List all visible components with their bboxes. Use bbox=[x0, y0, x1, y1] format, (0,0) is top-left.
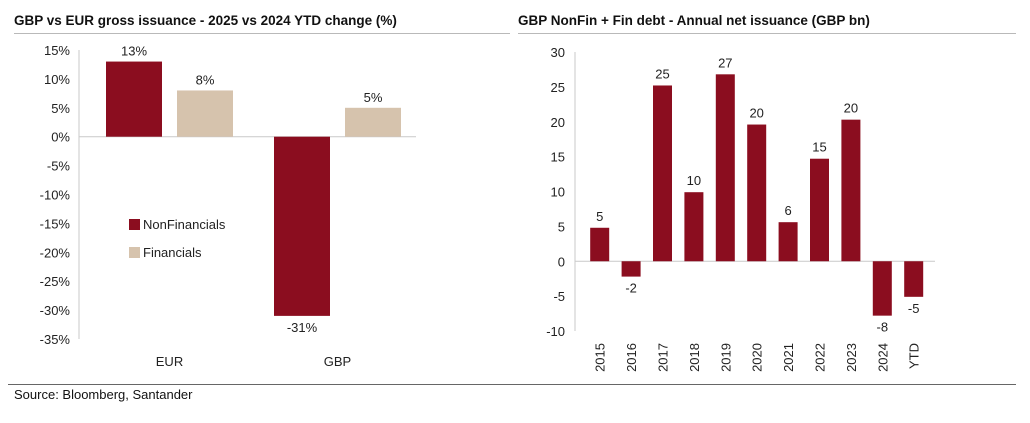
right-bar-2019 bbox=[715, 74, 735, 262]
left-y-tick-label: -30% bbox=[40, 303, 71, 318]
right-x-tick-label: 2016 bbox=[624, 343, 639, 372]
right-bar-2024 bbox=[872, 261, 892, 316]
right-y-tick-label: 25 bbox=[551, 80, 565, 95]
right-data-label: 5 bbox=[596, 209, 603, 224]
right-bar-2015 bbox=[590, 227, 610, 262]
footer-rule bbox=[8, 384, 1016, 385]
left-y-tick-label: 15% bbox=[44, 43, 70, 58]
right-bar-2021 bbox=[778, 222, 798, 262]
left-y-tick-label: -20% bbox=[40, 245, 71, 260]
right-y-tick-label: -5 bbox=[553, 289, 565, 304]
right-x-tick-label: 2024 bbox=[875, 343, 890, 372]
legend-label-financials: Financials bbox=[143, 245, 202, 260]
right-x-tick-label: 2020 bbox=[750, 343, 765, 372]
left-bar-nonfinancials-gbp bbox=[274, 136, 330, 316]
right-bar-2018 bbox=[684, 192, 704, 262]
left-y-tick-label: -5% bbox=[47, 159, 71, 174]
left-y-tick-label: -25% bbox=[40, 274, 71, 289]
right-y-tick-label: 20 bbox=[551, 115, 565, 130]
right-data-label: 25 bbox=[655, 66, 669, 81]
legend-swatch-nonfinancials bbox=[129, 219, 140, 230]
left-y-tick-label: -10% bbox=[40, 188, 71, 203]
left-x-tick-label: EUR bbox=[156, 354, 183, 369]
source-note: Source: Bloomberg, Santander bbox=[14, 387, 193, 402]
right-data-label: 15 bbox=[812, 140, 826, 155]
right-x-tick-label: 2022 bbox=[813, 343, 828, 372]
right-bar-2020 bbox=[747, 124, 767, 262]
left-y-tick-label: -15% bbox=[40, 216, 71, 231]
right-x-tick-label: 2017 bbox=[656, 343, 671, 372]
right-data-label: 6 bbox=[784, 203, 791, 218]
right-y-tick-label: 30 bbox=[551, 45, 565, 60]
right-bar-ytd bbox=[904, 261, 924, 297]
left-bar-financials-eur bbox=[177, 90, 233, 137]
left-bar-financials-gbp bbox=[345, 107, 401, 137]
right-y-tick-label: 5 bbox=[558, 219, 565, 234]
left-y-tick-label: -35% bbox=[40, 332, 71, 347]
right-data-label: -8 bbox=[877, 320, 889, 335]
right-title-rule bbox=[518, 33, 1016, 34]
left-y-tick-label: 5% bbox=[51, 101, 70, 116]
right-bar-2022 bbox=[810, 158, 829, 262]
left-data-label: -31% bbox=[287, 320, 318, 335]
right-data-label: 10 bbox=[687, 173, 701, 188]
right-data-label: 27 bbox=[718, 55, 732, 70]
left-data-label: 13% bbox=[121, 44, 147, 59]
legend-swatch-financials bbox=[129, 247, 140, 258]
legend-label-nonfinancials: NonFinancials bbox=[143, 217, 226, 232]
left-data-label: 8% bbox=[196, 72, 215, 87]
left-title-rule bbox=[14, 33, 510, 34]
right-data-label: 20 bbox=[844, 101, 858, 116]
left-y-tick-label: 10% bbox=[44, 72, 70, 87]
right-data-label: -5 bbox=[908, 301, 920, 316]
right-x-tick-label: 2023 bbox=[844, 343, 859, 372]
right-bar-2016 bbox=[621, 261, 641, 277]
left-y-tick-label: 0% bbox=[51, 130, 70, 145]
right-y-tick-label: 10 bbox=[551, 185, 565, 200]
right-data-label: 20 bbox=[749, 106, 763, 121]
right-chart-title: GBP NonFin + Fin debt - Annual net issua… bbox=[518, 13, 870, 28]
right-y-tick-label: 15 bbox=[551, 150, 565, 165]
right-bar-2023 bbox=[841, 119, 861, 262]
left-chart-title: GBP vs EUR gross issuance - 2025 vs 2024… bbox=[14, 13, 397, 28]
left-x-tick-label: GBP bbox=[324, 354, 351, 369]
left-data-label: 5% bbox=[364, 90, 383, 105]
right-y-tick-label: -10 bbox=[546, 324, 565, 339]
right-y-tick-label: 0 bbox=[558, 254, 565, 269]
right-x-tick-label: 2018 bbox=[687, 343, 702, 372]
right-x-tick-label: 2021 bbox=[781, 343, 796, 372]
left-bar-nonfinancials-eur bbox=[106, 61, 162, 137]
right-x-tick-label: 2015 bbox=[593, 343, 608, 372]
right-x-tick-label: YTD bbox=[907, 343, 922, 369]
right-data-label: -2 bbox=[625, 281, 637, 296]
right-bar-2017 bbox=[653, 85, 672, 262]
right-x-tick-label: 2019 bbox=[718, 343, 733, 372]
